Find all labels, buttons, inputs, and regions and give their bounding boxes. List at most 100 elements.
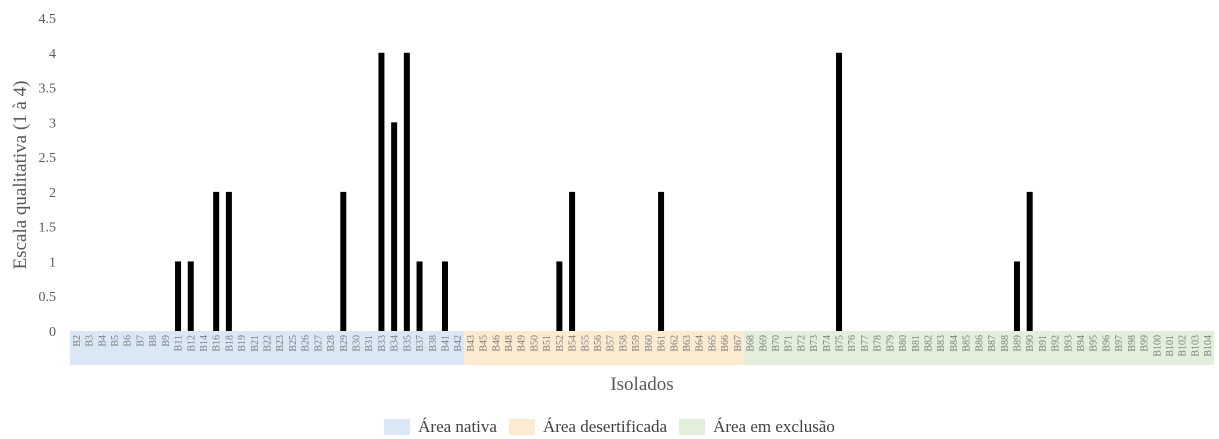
category-group-bands	[70, 331, 1214, 365]
x-category-label: B86	[974, 335, 985, 352]
x-axis-title: Isolados	[610, 374, 673, 395]
legend-swatch	[508, 419, 535, 435]
x-category-label: B7	[135, 335, 146, 347]
x-category-label: B97	[1114, 335, 1125, 352]
y-tick-label: 3.5	[39, 82, 57, 97]
x-category-label: B64	[695, 335, 706, 352]
x-category-label: B104	[1203, 335, 1214, 357]
y-tick-label: 0.5	[39, 290, 57, 305]
x-category-label: B63	[682, 335, 693, 352]
x-category-label: B42	[453, 335, 464, 352]
group-band-1	[464, 331, 744, 365]
x-category-label: B67	[733, 335, 744, 352]
bar-b90	[1026, 191, 1033, 331]
x-category-label: B27	[313, 335, 324, 352]
x-category-label: B9	[161, 335, 172, 347]
x-category-label: B35	[402, 335, 413, 352]
x-category-label: B77	[860, 335, 871, 352]
x-category-label: B38	[428, 335, 439, 352]
x-category-label: B89	[1012, 335, 1023, 352]
x-category-label: B33	[377, 335, 388, 352]
x-category-label: B23	[275, 335, 286, 352]
bar-chart: 0 0.5 1 1.5 2 2.5 3 3.5 4 4.5 B2 B3 B4 B5 B6 B7 B8 B9 B11…	[10, 12, 1214, 395]
x-category-label: B22	[263, 335, 274, 352]
bar-b29	[340, 191, 347, 331]
legend-item: Área em exclusão	[679, 417, 835, 437]
x-axis-category-labels: B2 B3 B4 B5 B6 B7 B8 B9 B11 B12 B14 B16 B18 B19 B21 B22…	[72, 335, 1214, 357]
x-category-label: B18	[224, 335, 235, 352]
x-category-label: B41	[440, 335, 451, 352]
bar-b34	[391, 122, 398, 331]
x-category-label: B87	[987, 335, 998, 352]
x-category-label: B93	[1063, 335, 1074, 352]
x-category-label: B85	[962, 335, 973, 352]
x-category-label: B62	[669, 335, 680, 352]
x-category-label: B43	[466, 335, 477, 352]
x-category-label: B78	[873, 335, 884, 352]
legend-swatch	[679, 419, 706, 435]
bar-b54	[569, 191, 576, 331]
x-category-label: B46	[491, 335, 502, 352]
y-tick-label: 2.5	[39, 151, 57, 166]
x-category-label: B12	[186, 335, 197, 352]
x-category-label: B73	[809, 335, 820, 352]
x-category-label: B16	[212, 335, 223, 352]
x-category-label: B74	[822, 335, 833, 352]
x-category-label: B29	[339, 335, 350, 352]
x-category-label: B28	[326, 335, 337, 352]
x-category-label: B57	[606, 335, 617, 352]
x-category-label: B69	[758, 335, 769, 352]
x-category-label: B21	[250, 335, 261, 352]
x-category-label: B34	[390, 335, 401, 352]
x-category-label: B80	[898, 335, 909, 352]
bar-b11	[175, 261, 182, 331]
bars	[175, 52, 1033, 332]
x-category-label: B100	[1152, 335, 1163, 357]
x-category-label: B79	[885, 335, 896, 352]
y-axis-tick-labels: 0 0.5 1 1.5 2 2.5 3 3.5 4 4.5	[39, 12, 57, 340]
x-category-label: B14	[199, 335, 210, 352]
y-axis-title: Escala qualitativa (1 à 4)	[10, 81, 31, 270]
x-category-label: B103	[1190, 335, 1201, 357]
x-category-label: B37	[415, 335, 426, 352]
x-category-label: B52	[555, 335, 566, 352]
x-category-label: B11	[174, 335, 185, 351]
x-category-label: B31	[364, 335, 375, 352]
x-category-label: B81	[911, 335, 922, 352]
x-category-label: B48	[504, 335, 515, 352]
x-category-label: B2	[72, 335, 83, 347]
group-band-2	[743, 331, 1214, 365]
y-tick-label: 2	[49, 186, 56, 201]
bar-b41	[441, 261, 448, 331]
y-tick-label: 3	[49, 116, 56, 131]
x-category-label: B8	[148, 335, 159, 347]
legend: Área nativa Área desertificada Área em exc…	[0, 416, 1219, 438]
x-category-label: B68	[746, 335, 757, 352]
x-category-label: B30	[352, 335, 363, 352]
x-category-label: B45	[479, 335, 490, 352]
x-category-label: B65	[707, 335, 718, 352]
x-category-label: B26	[301, 335, 312, 352]
x-category-label: B59	[631, 335, 642, 352]
y-tick-label: 4.5	[39, 12, 57, 27]
bar-b16	[213, 191, 220, 331]
x-category-label: B49	[517, 335, 528, 352]
x-category-label: B91	[1038, 335, 1049, 352]
x-category-label: B56	[593, 335, 604, 352]
x-category-label: B96	[1101, 335, 1112, 352]
bar-b12	[187, 261, 194, 331]
y-tick-label: 0	[49, 325, 56, 340]
x-category-label: B25	[288, 335, 299, 352]
bar-b37	[416, 261, 423, 331]
bar-b18	[225, 191, 232, 331]
x-category-label: B58	[618, 335, 629, 352]
x-category-label: B3	[85, 335, 96, 347]
x-category-label: B51	[542, 335, 553, 352]
bar-b75	[836, 52, 843, 332]
x-category-label: B4	[97, 335, 108, 347]
legend-item: Área desertificada	[508, 417, 667, 437]
x-category-label: B75	[835, 335, 846, 352]
group-band-0	[70, 331, 465, 365]
x-category-label: B19	[237, 335, 248, 352]
x-category-label: B88	[1000, 335, 1011, 352]
